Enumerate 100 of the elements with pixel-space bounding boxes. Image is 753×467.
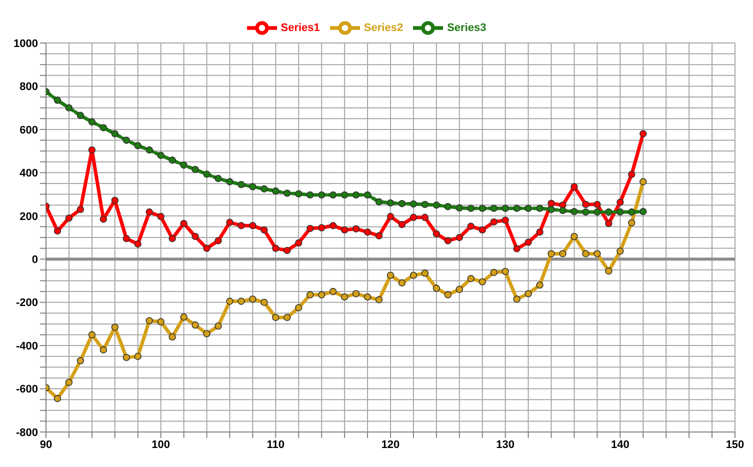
point <box>478 226 486 234</box>
point <box>513 204 520 212</box>
x-tick-label: 110 <box>266 438 285 451</box>
point <box>100 216 108 223</box>
point <box>628 170 636 178</box>
point <box>168 156 176 164</box>
x-tick-label: 130 <box>496 438 515 451</box>
x-tick-label: 150 <box>726 438 744 451</box>
point <box>524 238 532 246</box>
point <box>100 346 108 354</box>
point <box>88 146 96 154</box>
point <box>180 220 188 228</box>
point <box>76 357 84 364</box>
point <box>548 250 555 258</box>
point <box>180 162 188 169</box>
point <box>456 204 463 212</box>
point <box>616 208 624 216</box>
point <box>111 130 118 138</box>
y-tick-label: -400 <box>16 340 38 352</box>
point <box>467 204 474 212</box>
point <box>640 178 647 186</box>
point <box>54 394 62 402</box>
point <box>536 281 544 289</box>
point <box>306 191 314 199</box>
point <box>260 298 268 306</box>
point <box>524 204 532 212</box>
point <box>272 314 280 322</box>
y-tick-label: 800 <box>20 81 38 94</box>
point <box>203 244 210 252</box>
point <box>616 198 624 206</box>
point <box>180 313 188 321</box>
point <box>605 220 612 228</box>
point <box>548 200 555 207</box>
point <box>226 178 234 186</box>
point <box>375 296 383 304</box>
point <box>513 295 520 303</box>
point <box>616 248 624 255</box>
point <box>559 206 566 214</box>
point <box>249 295 256 303</box>
point <box>146 146 153 154</box>
y-tick-label: -800 <box>16 426 38 439</box>
point <box>214 237 222 244</box>
point <box>444 291 452 298</box>
point <box>386 212 394 220</box>
point <box>226 298 234 305</box>
point <box>306 224 314 232</box>
point <box>410 214 418 221</box>
point <box>284 246 291 254</box>
point <box>76 112 84 119</box>
point <box>628 208 636 216</box>
point <box>605 267 612 275</box>
point <box>524 290 532 298</box>
x-tick-label: 120 <box>381 438 400 451</box>
point <box>513 245 520 252</box>
point <box>122 354 130 362</box>
y-tick-label: 0 <box>32 254 38 266</box>
point <box>111 324 118 331</box>
point <box>490 268 498 276</box>
point <box>628 219 636 226</box>
point <box>444 202 452 210</box>
point <box>284 314 291 322</box>
point <box>214 174 222 182</box>
point <box>594 208 601 216</box>
point <box>352 225 360 232</box>
point <box>375 232 383 240</box>
point <box>318 224 326 232</box>
point <box>398 220 406 228</box>
point <box>364 293 372 301</box>
point <box>559 250 566 258</box>
legend-label: Series3 <box>447 22 486 34</box>
point <box>478 278 486 286</box>
point <box>226 218 234 226</box>
point <box>410 272 418 279</box>
point <box>168 333 176 341</box>
point <box>318 191 326 199</box>
point <box>88 331 96 338</box>
point <box>146 208 153 216</box>
point <box>444 237 452 244</box>
point <box>432 201 440 209</box>
point <box>54 96 62 104</box>
point <box>398 200 406 208</box>
point <box>640 208 647 216</box>
point <box>134 352 142 360</box>
point <box>570 183 578 190</box>
y-tick-label: 400 <box>20 168 38 180</box>
point <box>352 191 360 199</box>
point <box>203 330 210 338</box>
point <box>502 268 509 276</box>
point <box>594 250 601 258</box>
point <box>502 216 509 224</box>
x-tick-label: 90 <box>40 438 52 451</box>
point <box>260 226 268 234</box>
point <box>490 204 498 212</box>
point <box>340 191 348 199</box>
point <box>478 204 486 212</box>
point <box>249 183 256 190</box>
point <box>76 206 84 214</box>
x-tick-label: 100 <box>152 438 170 451</box>
y-tick-label: -200 <box>16 297 38 310</box>
point <box>88 118 96 126</box>
